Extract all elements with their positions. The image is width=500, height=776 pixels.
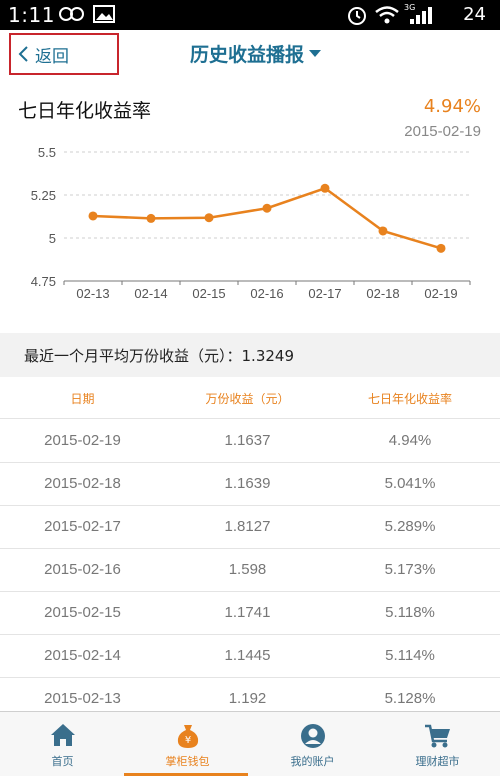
cart-icon bbox=[424, 724, 450, 748]
table-row: 2015-02-18 1.1639 5.041% bbox=[0, 463, 500, 506]
active-tab-indicator bbox=[124, 773, 248, 776]
y-tick-label: 5.25 bbox=[31, 188, 56, 203]
tab-home[interactable]: 首页 bbox=[0, 712, 125, 776]
x-tick-label: 02-13 bbox=[76, 286, 109, 301]
status-time: 1:11 bbox=[8, 3, 55, 27]
y-tick-label: 5 bbox=[49, 231, 56, 246]
back-button[interactable]: 返回 bbox=[9, 33, 119, 75]
user-icon bbox=[300, 724, 325, 748]
row-date: 2015-02-15 bbox=[44, 604, 121, 621]
table-row: 2015-02-14 1.1445 5.114% bbox=[0, 635, 500, 678]
yield-line-chart: 5.5 5.25 5 4.75 02-13 02-14 02-15 02-16 02-17 02-… bbox=[31, 145, 471, 301]
row-rate: 5.173% bbox=[384, 561, 436, 578]
average-band: 最近一个月平均万份收益（元）：1.3249 bbox=[0, 333, 500, 377]
table-row: 2015-02-15 1.1741 5.118% bbox=[0, 592, 500, 635]
bottom-tab-bar: 首页 ¥ 掌柜钱包 我的账户 理财超市 bbox=[0, 711, 500, 776]
y-tick-label: 4.75 bbox=[31, 274, 56, 289]
money-bag-icon: ¥ bbox=[177, 725, 198, 748]
header-rate: 七日年化收益率 bbox=[367, 392, 452, 406]
chevron-left-icon bbox=[18, 46, 28, 62]
header-date: 日期 bbox=[70, 392, 95, 406]
row-rate: 5.114% bbox=[385, 647, 435, 664]
x-tick-label: 02-16 bbox=[250, 286, 283, 301]
back-label: 返回 bbox=[35, 46, 69, 67]
x-tick-label: 02-18 bbox=[366, 286, 399, 301]
data-point bbox=[88, 211, 98, 221]
row-date: 2015-02-17 bbox=[44, 518, 121, 535]
image-icon bbox=[93, 5, 115, 23]
row-earnings: 1.192 bbox=[228, 690, 267, 707]
row-earnings: 1.1741 bbox=[224, 604, 271, 621]
data-point bbox=[204, 213, 214, 223]
title-dropdown[interactable]: 历史收益播报 bbox=[190, 40, 322, 67]
average-value: 1.3249 bbox=[241, 347, 295, 365]
data-point bbox=[262, 203, 272, 213]
data-point bbox=[320, 183, 330, 193]
y-tick-label: 5.5 bbox=[38, 145, 56, 160]
average-label: 最近一个月平均万份收益（元）： bbox=[24, 347, 242, 365]
row-earnings: 1.1445 bbox=[224, 647, 271, 664]
table-row: 2015-02-17 1.8127 5.289% bbox=[0, 506, 500, 549]
signal-icon bbox=[410, 7, 432, 24]
tab-label: 掌柜钱包 bbox=[165, 755, 210, 768]
row-rate: 5.041% bbox=[384, 475, 436, 492]
battery-level: 24 bbox=[463, 4, 486, 25]
table-row: 2015-02-19 1.1637 4.94% bbox=[0, 420, 500, 463]
tab-label: 理财超市 bbox=[415, 755, 460, 768]
series-line bbox=[92, 186, 442, 250]
rate-value: 4.94% bbox=[423, 96, 481, 117]
network-type: 3G bbox=[404, 3, 416, 12]
row-date: 2015-02-14 bbox=[44, 647, 121, 664]
rate-title: 七日年化收益率 bbox=[18, 100, 152, 122]
caret-down-icon bbox=[309, 49, 322, 57]
row-rate: 5.289% bbox=[384, 518, 436, 535]
row-earnings: 1.1637 bbox=[224, 432, 271, 449]
row-date: 2015-02-13 bbox=[44, 690, 121, 707]
table-header: 日期 万份收益（元） 七日年化收益率 bbox=[0, 377, 500, 419]
page-title: 历史收益播报 bbox=[190, 44, 305, 66]
tab-label: 首页 bbox=[51, 755, 74, 768]
nav-bar: 返回 历史收益播报 bbox=[0, 30, 500, 78]
row-earnings: 1.1639 bbox=[224, 475, 271, 492]
tab-label: 我的账户 bbox=[290, 755, 335, 768]
row-rate: 5.118% bbox=[385, 604, 435, 621]
x-tick-label: 02-17 bbox=[308, 286, 341, 301]
data-point bbox=[378, 226, 388, 236]
average-earnings: 最近一个月平均万份收益（元）：1.3249 bbox=[24, 345, 294, 366]
x-tick-label: 02-15 bbox=[192, 286, 225, 301]
tab-account[interactable]: 我的账户 bbox=[250, 712, 375, 776]
table-row: 2015-02-16 1.598 5.173% bbox=[0, 549, 500, 592]
rate-date: 2015-02-19 bbox=[404, 123, 481, 140]
data-point bbox=[146, 213, 156, 223]
status-bar: 1:11 3G 24 bbox=[0, 0, 500, 30]
wifi-icon bbox=[375, 6, 399, 24]
tab-market[interactable]: 理财超市 bbox=[375, 712, 500, 776]
row-date: 2015-02-18 bbox=[44, 475, 121, 492]
row-date: 2015-02-16 bbox=[44, 561, 121, 578]
header-earnings: 万份收益（元） bbox=[205, 392, 290, 406]
tab-wallet[interactable]: ¥ 掌柜钱包 bbox=[125, 712, 250, 776]
row-earnings: 1.598 bbox=[228, 561, 267, 578]
row-date: 2015-02-19 bbox=[44, 432, 121, 449]
infinity-icon bbox=[59, 7, 84, 21]
row-rate: 4.94% bbox=[388, 432, 432, 449]
x-tick-label: 02-19 bbox=[424, 286, 457, 301]
x-tick-label: 02-14 bbox=[134, 286, 167, 301]
row-rate: 5.128% bbox=[384, 690, 436, 707]
home-icon bbox=[50, 724, 75, 746]
alarm-icon bbox=[348, 7, 366, 25]
row-earnings: 1.8127 bbox=[224, 518, 271, 535]
data-point bbox=[436, 243, 446, 253]
svg-text:¥: ¥ bbox=[184, 735, 190, 746]
